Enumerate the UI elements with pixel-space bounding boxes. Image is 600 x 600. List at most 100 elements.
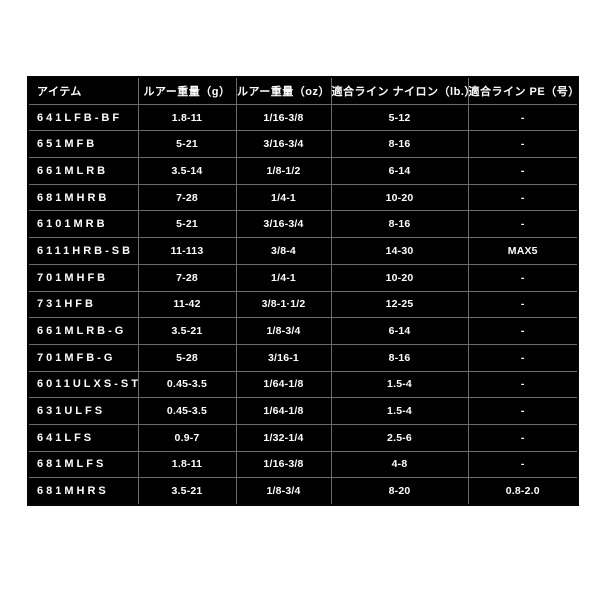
cell-item: 641LFB-BF (27, 103, 139, 132)
cell-item: 701MFB-G (27, 343, 139, 372)
cell-lure_weight_g: 1.8-11 (137, 103, 237, 132)
cell-lure_weight_g: 1.8-11 (137, 450, 237, 479)
cell-line_pe_gou: - (467, 103, 579, 132)
column-header-item: アイテム (27, 76, 139, 105)
column-header-line_nylon_lb: 適合ライン ナイロン（lb.） (330, 76, 469, 105)
cell-line_pe_gou: - (467, 397, 579, 425)
cell-lure_weight_oz: 1/4-1 (235, 263, 332, 292)
table-row: 641LFB-BF 1.8-11 1/16-3/8 5-12- (27, 103, 579, 132)
cell-item: 681MLFS (27, 450, 139, 479)
cell-line_nylon_lb: 4-8 (330, 450, 469, 479)
cell-line_nylon_lb: 10-20 (330, 183, 469, 212)
cell-item: 661MLRB-G (27, 317, 139, 345)
cell-item: 641LFS (27, 423, 139, 452)
table-row: 6101MRB 5-21 3/16-3/4 8-16- (27, 210, 579, 239)
cell-line_nylon_lb: 1.5-4 (330, 397, 469, 425)
cell-lure_weight_g: 7-28 (137, 183, 237, 212)
cell-line_nylon_lb: 12-25 (330, 290, 469, 319)
cell-lure_weight_g: 7-28 (137, 263, 237, 292)
cell-line_pe_gou: 0.8-2.0 (467, 477, 579, 506)
cell-lure_weight_oz: 1/4-1 (235, 183, 332, 212)
cell-lure_weight_oz: 1/64-1/8 (235, 370, 332, 399)
table-row: 6011ULXS-ST 0.45-3.5 1/64-1/8 1.5-4- (27, 370, 579, 399)
spec-table-body: 641LFB-BF 1.8-11 1/16-3/8 5-12-651MFB 5-21 3/… (27, 103, 579, 506)
cell-line_pe_gou: - (467, 290, 579, 319)
table-row: 701MHFB 7-28 1/4-1 10-20- (27, 263, 579, 292)
cell-item: 651MFB (27, 130, 139, 159)
cell-line_nylon_lb: 8-20 (330, 477, 469, 506)
table-row: 651MFB 5-21 3/16-3/4 8-16- (27, 130, 579, 159)
table-row: 681MHRB 7-28 1/4-1 10-20- (27, 183, 579, 212)
cell-lure_weight_g: 5-21 (137, 130, 237, 159)
table-row: 641LFS 0.9-7 1/32-1/4 2.5-6- (27, 423, 579, 452)
cell-line_pe_gou: - (467, 370, 579, 399)
cell-lure_weight_g: 3.5-14 (137, 157, 237, 185)
cell-lure_weight_g: 0.45-3.5 (137, 370, 237, 399)
cell-line_nylon_lb: 5-12 (330, 103, 469, 132)
cell-item: 701MHFB (27, 263, 139, 292)
cell-lure_weight_g: 11-113 (137, 237, 237, 265)
cell-line_nylon_lb: 1.5-4 (330, 370, 469, 399)
cell-line_pe_gou: - (467, 263, 579, 292)
cell-line_nylon_lb: 14-30 (330, 237, 469, 265)
cell-lure_weight_oz: 1/8-3/4 (235, 477, 332, 506)
cell-line_pe_gou: - (467, 210, 579, 239)
cell-lure_weight_g: 5-21 (137, 210, 237, 239)
cell-lure_weight_oz: 1/16-3/8 (235, 450, 332, 479)
cell-item: 661MLRB (27, 157, 139, 185)
spec-table-container: アイテム ルアー重量（g） ルアー重量（oz） 適合ライン ナイロン（lb.） 適合ライ… (27, 76, 579, 506)
cell-line_nylon_lb: 6-14 (330, 317, 469, 345)
cell-line_nylon_lb: 2.5-6 (330, 423, 469, 452)
cell-lure_weight_oz: 1/8-1/2 (235, 157, 332, 185)
cell-item: 6101MRB (27, 210, 139, 239)
cell-lure_weight_g: 3.5-21 (137, 317, 237, 345)
cell-item: 681MHRB (27, 183, 139, 212)
cell-line_nylon_lb: 8-16 (330, 210, 469, 239)
cell-lure_weight_oz: 1/64-1/8 (235, 397, 332, 425)
table-row: 661MLRB 3.5-14 1/8-1/2 6-14- (27, 157, 579, 185)
cell-line_nylon_lb: 8-16 (330, 130, 469, 159)
column-header-line_pe_gou: 適合ライン PE（号） (467, 76, 579, 105)
cell-line_nylon_lb: 8-16 (330, 343, 469, 372)
cell-line_pe_gou: - (467, 423, 579, 452)
cell-line_pe_gou: - (467, 343, 579, 372)
cell-lure_weight_oz: 1/16-3/8 (235, 103, 332, 132)
header-row: アイテム ルアー重量（g） ルアー重量（oz） 適合ライン ナイロン（lb.） 適合ライ… (27, 76, 579, 105)
cell-line_pe_gou: - (467, 130, 579, 159)
cell-lure_weight_g: 11-42 (137, 290, 237, 319)
cell-lure_weight_g: 3.5-21 (137, 477, 237, 506)
cell-item: 731HFB (27, 290, 139, 319)
column-header-lure_weight_g: ルアー重量（g） (137, 76, 237, 105)
spec-table-header: アイテム ルアー重量（g） ルアー重量（oz） 適合ライン ナイロン（lb.） 適合ライ… (27, 76, 579, 105)
table-row: 681MHRS 3.5-21 1/8-3/4 8-20 0.8-2.0 (27, 477, 579, 506)
table-row: 731HFB 11-42 3/8-1·1/2 12-25- (27, 290, 579, 319)
cell-line_nylon_lb: 6-14 (330, 157, 469, 185)
spec-table: アイテム ルアー重量（g） ルアー重量（oz） 適合ライン ナイロン（lb.） 適合ライ… (27, 76, 579, 506)
cell-line_pe_gou: MAX5 (467, 237, 579, 265)
cell-item: 6011ULXS-ST (27, 370, 139, 399)
cell-line_pe_gou: - (467, 183, 579, 212)
cell-lure_weight_g: 0.45-3.5 (137, 397, 237, 425)
cell-item: 631ULFS (27, 397, 139, 425)
cell-line_nylon_lb: 10-20 (330, 263, 469, 292)
cell-lure_weight_oz: 1/32-1/4 (235, 423, 332, 452)
cell-item: 6111HRB-SB (27, 237, 139, 265)
table-row: 661MLRB-G 3.5-21 1/8-3/4 6-14- (27, 317, 579, 345)
cell-lure_weight_g: 0.9-7 (137, 423, 237, 452)
cell-item: 681MHRS (27, 477, 139, 506)
table-row: 6111HRB-SB 11-113 3/8-4 14-30 MAX5 (27, 237, 579, 265)
cell-lure_weight_oz: 3/8-4 (235, 237, 332, 265)
table-row: 631ULFS 0.45-3.5 1/64-1/8 1.5-4- (27, 397, 579, 425)
cell-lure_weight_oz: 3/16-3/4 (235, 210, 332, 239)
cell-lure_weight_oz: 3/16-3/4 (235, 130, 332, 159)
cell-lure_weight_oz: 1/8-3/4 (235, 317, 332, 345)
cell-lure_weight_oz: 3/8-1·1/2 (235, 290, 332, 319)
cell-line_pe_gou: - (467, 157, 579, 185)
table-row: 681MLFS 1.8-11 1/16-3/8 4-8- (27, 450, 579, 479)
cell-lure_weight_g: 5-28 (137, 343, 237, 372)
table-row: 701MFB-G 5-28 3/16-1 8-16- (27, 343, 579, 372)
cell-line_pe_gou: - (467, 317, 579, 345)
cell-line_pe_gou: - (467, 450, 579, 479)
column-header-lure_weight_oz: ルアー重量（oz） (235, 76, 332, 105)
